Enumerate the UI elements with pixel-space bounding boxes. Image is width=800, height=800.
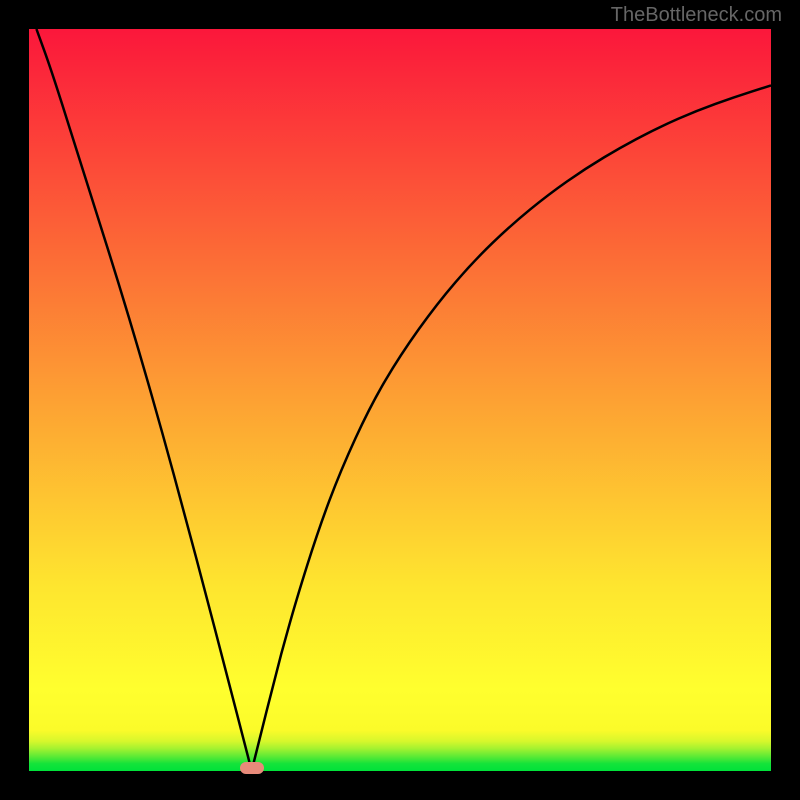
watermark-text: TheBottleneck.com xyxy=(611,4,782,27)
curve-path xyxy=(36,29,771,771)
bottleneck-curve xyxy=(29,29,771,771)
bottleneck-chart xyxy=(29,29,771,771)
optimum-marker xyxy=(240,762,264,774)
